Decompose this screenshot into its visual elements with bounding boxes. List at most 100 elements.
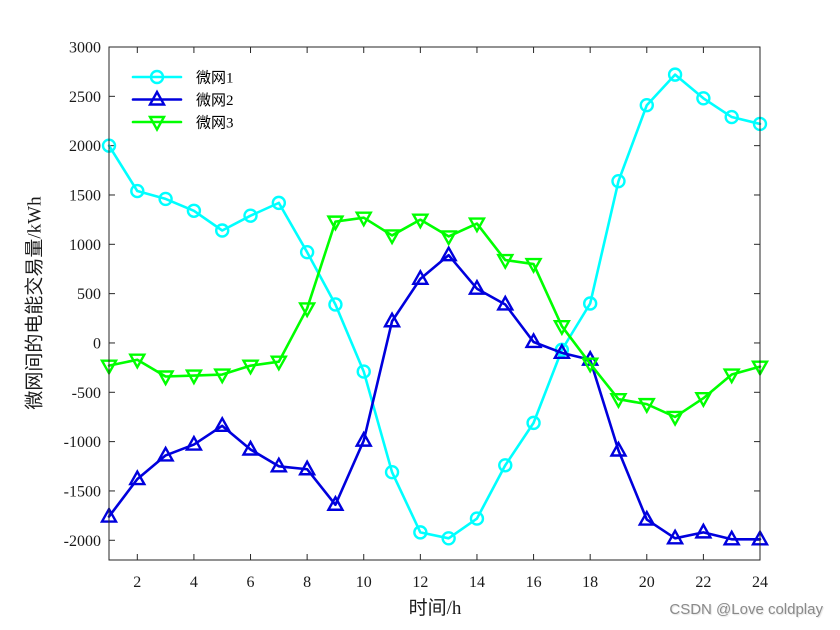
y-tick-label: 0 bbox=[93, 335, 101, 352]
data-point-triangle-down-marker bbox=[411, 213, 430, 230]
data-point-triangle-up-marker bbox=[411, 268, 430, 286]
x-axis-tick-labels: 2 4 6 8 10 12 14 16 18 20 22 24 bbox=[133, 574, 768, 591]
data-point-triangle-down-marker bbox=[609, 392, 628, 410]
legend-label: 微网3 bbox=[196, 115, 234, 132]
y-tick-label: 2000 bbox=[69, 138, 101, 155]
data-point-triangle-down-marker bbox=[156, 370, 175, 387]
legend-triangle-down-icon bbox=[147, 115, 167, 132]
data-point-circle-marker bbox=[328, 297, 343, 312]
series-layer bbox=[99, 67, 770, 546]
data-point-triangle-up-marker bbox=[382, 311, 402, 328]
x-tick-label: 6 bbox=[247, 574, 255, 591]
data-point-triangle-down-marker bbox=[637, 397, 656, 415]
data-point-triangle-up-marker bbox=[184, 434, 203, 451]
data-point-circle-marker bbox=[413, 525, 428, 540]
x-axis-label: 时间/h bbox=[409, 597, 462, 619]
legend-entry: 微网3 bbox=[131, 115, 234, 132]
series-2 bbox=[99, 245, 770, 546]
data-point-circle-marker bbox=[243, 208, 258, 223]
data-point-circle-marker bbox=[582, 296, 598, 311]
data-point-triangle-down-marker bbox=[467, 217, 487, 234]
y-tick-label: 2500 bbox=[69, 89, 101, 106]
data-point-circle-marker bbox=[724, 109, 739, 125]
data-point-triangle-up-marker bbox=[354, 430, 373, 447]
x-tick-label: 10 bbox=[356, 574, 372, 591]
y-tick-label: 3000 bbox=[69, 40, 101, 57]
data-point-circle-marker bbox=[158, 191, 173, 207]
data-point-triangle-up-marker bbox=[694, 522, 713, 539]
x-tick-label: 20 bbox=[639, 574, 655, 591]
y-axis-tick-labels: -2000 -1500 -1000 -500 0 500 1000 1500 2000 2500 3… bbox=[64, 40, 101, 550]
data-point-circle-marker bbox=[384, 464, 400, 480]
data-point-circle-marker bbox=[696, 91, 711, 106]
data-point-circle-marker bbox=[299, 244, 315, 260]
data-point-triangle-up-marker bbox=[156, 445, 175, 462]
data-point-circle-marker bbox=[498, 458, 513, 473]
data-point-triangle-down-marker bbox=[581, 357, 600, 374]
plot-area bbox=[109, 47, 760, 560]
y-tick-label: -2000 bbox=[64, 533, 101, 550]
data-point-circle-marker bbox=[469, 511, 485, 526]
data-point-triangle-down-marker bbox=[722, 368, 741, 385]
legend-entry: 微网2 bbox=[131, 89, 234, 109]
x-tick-label: 4 bbox=[190, 574, 198, 591]
data-point-triangle-up-marker bbox=[213, 415, 232, 433]
data-point-circle-marker bbox=[356, 364, 371, 379]
series-1 bbox=[101, 67, 768, 546]
series-3 bbox=[99, 211, 770, 427]
data-point-triangle-up-marker bbox=[609, 440, 628, 457]
data-point-triangle-down-marker bbox=[298, 302, 317, 319]
x-tick-label: 8 bbox=[303, 574, 311, 591]
y-tick-label: -1000 bbox=[64, 434, 101, 451]
data-point-triangle-up-marker bbox=[666, 528, 685, 545]
x-tick-label: 18 bbox=[582, 574, 598, 591]
data-point-circle-marker bbox=[130, 183, 145, 199]
data-point-triangle-down-marker bbox=[241, 359, 260, 376]
data-point-circle-marker bbox=[186, 203, 202, 218]
x-tick-label: 14 bbox=[469, 574, 485, 591]
legend-circle-icon bbox=[149, 69, 165, 85]
data-point-triangle-up-marker bbox=[439, 245, 458, 262]
data-point-triangle-down-marker bbox=[524, 257, 543, 274]
data-point-triangle-up-marker bbox=[241, 439, 260, 456]
data-point-triangle-down-marker bbox=[552, 319, 571, 337]
data-point-triangle-up-marker bbox=[524, 332, 543, 349]
data-point-circle-marker bbox=[271, 195, 287, 211]
data-point-triangle-down-marker bbox=[694, 392, 713, 409]
data-point-circle-marker bbox=[667, 67, 683, 82]
y-tick-label: -1500 bbox=[64, 483, 101, 500]
legend-entry: 微网1 bbox=[131, 69, 234, 87]
data-point-triangle-up-marker bbox=[128, 469, 147, 486]
data-point-circle-marker bbox=[215, 223, 230, 238]
legend-triangle-up-icon bbox=[147, 89, 167, 106]
data-point-triangle-down-marker bbox=[666, 410, 685, 427]
x-tick-label: 22 bbox=[695, 574, 711, 591]
data-point-triangle-down-marker bbox=[184, 369, 203, 386]
data-point-triangle-down-marker bbox=[269, 355, 288, 372]
data-point-triangle-down-marker bbox=[382, 229, 402, 246]
legend-label: 微网2 bbox=[196, 92, 234, 109]
data-point-triangle-up-marker bbox=[298, 459, 317, 476]
y-tick-label: -500 bbox=[72, 385, 101, 402]
y-tick-label: 500 bbox=[77, 286, 101, 303]
legend-label: 微网1 bbox=[196, 70, 234, 87]
data-point-triangle-up-marker bbox=[269, 456, 288, 473]
watermark: CSDN @Love coldplay bbox=[669, 601, 823, 618]
x-tick-label: 24 bbox=[752, 574, 768, 591]
data-point-triangle-down-marker bbox=[496, 253, 515, 271]
data-point-triangle-up-marker bbox=[496, 294, 515, 311]
y-axis-label: 微网间的电能交易量/kWh bbox=[24, 196, 46, 410]
data-point-triangle-down-marker bbox=[354, 211, 373, 228]
data-point-circle-marker bbox=[441, 531, 456, 546]
data-point-circle-marker bbox=[639, 98, 654, 113]
legend: 微网1 微网2 微网3 bbox=[131, 69, 234, 132]
axes-box bbox=[108, 46, 761, 561]
data-point-circle-marker bbox=[526, 415, 541, 431]
data-point-triangle-up-marker bbox=[467, 278, 487, 295]
data-point-triangle-down-marker bbox=[326, 215, 345, 232]
data-point-triangle-up-marker bbox=[552, 342, 571, 360]
x-tick-label: 2 bbox=[133, 574, 141, 591]
data-point-triangle-down-marker bbox=[439, 230, 458, 247]
data-point-triangle-up-marker bbox=[637, 509, 656, 526]
